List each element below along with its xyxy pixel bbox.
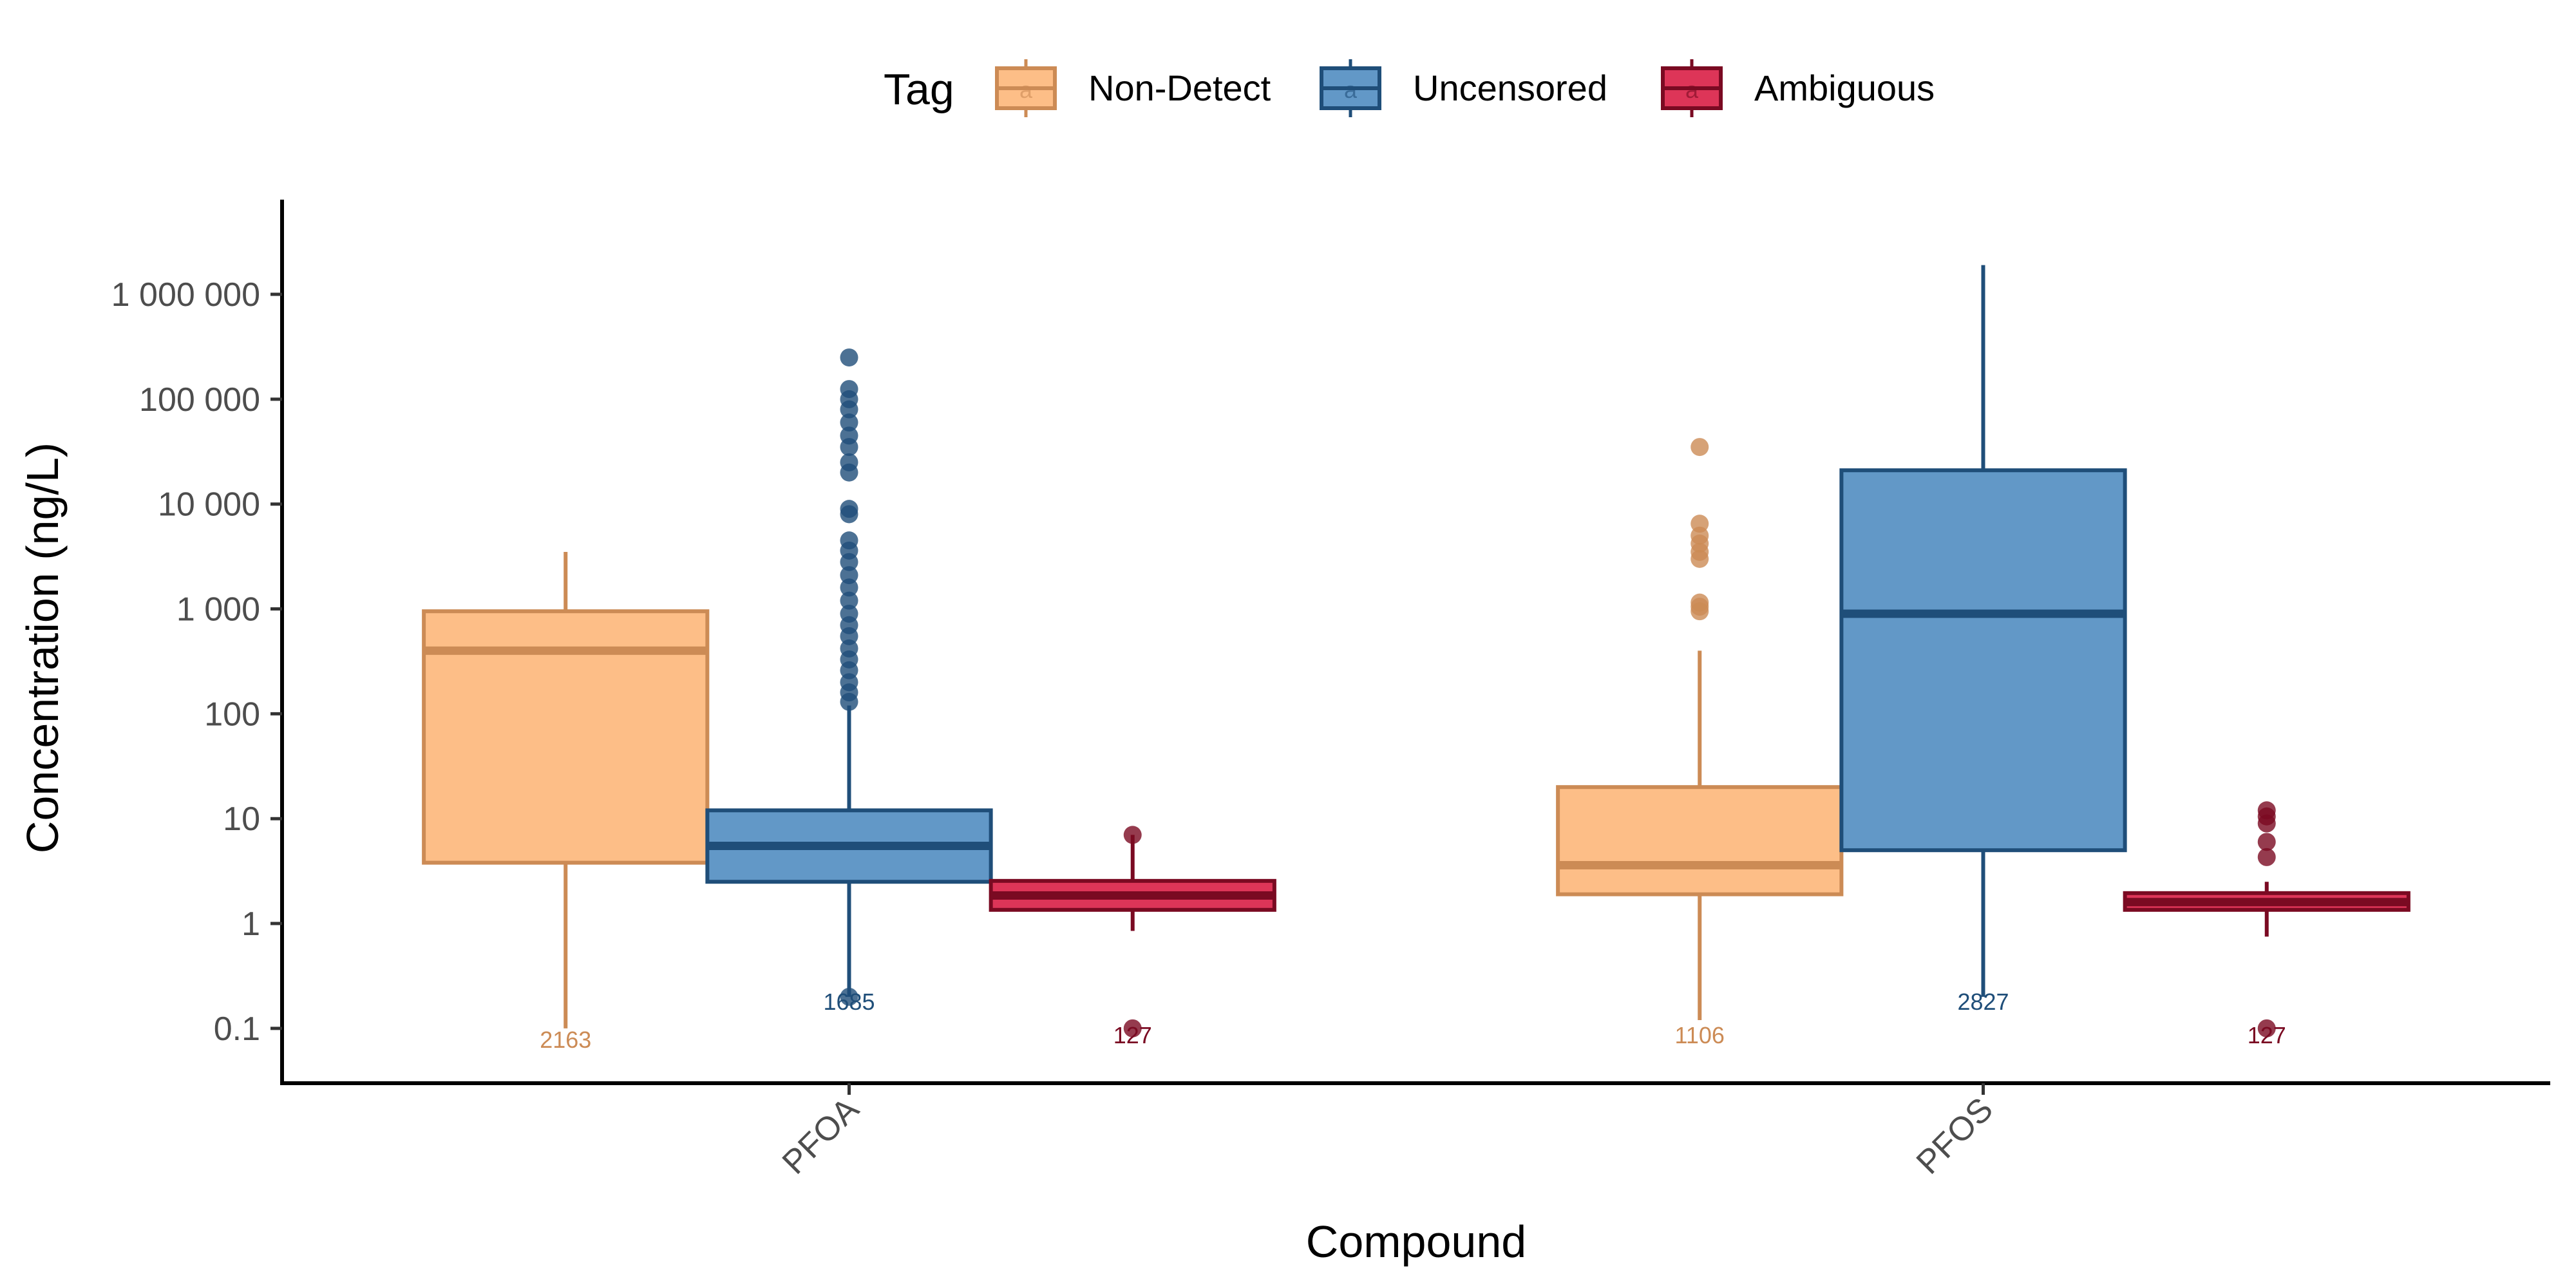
outlier-point [840, 987, 858, 1006]
outlier-point [840, 500, 858, 518]
legend-item-non-detect: a Non-Detect [995, 59, 1271, 117]
legend: Tag a Non-Detect a Uncensored a Ambiguous [884, 59, 1935, 117]
legend-label: Non-Detect [1088, 68, 1271, 108]
outlier-point [1690, 515, 1709, 533]
legend-label: Uncensored [1413, 68, 1607, 108]
outlier-point [840, 578, 858, 597]
y-tick-label: 1 000 000 [111, 276, 260, 314]
outlier-point [840, 453, 858, 471]
outlier-point [840, 426, 858, 445]
x-tick-label-pfoa: PFOA [775, 1090, 866, 1181]
box-uncensored-pfos: 2827 [1839, 265, 2127, 1015]
legend-label: Ambiguous [1754, 68, 1935, 108]
legend-key: a [1320, 59, 1381, 117]
count-label-uncensored-pfoa: 1685 [823, 989, 875, 1015]
y-axis-title: Concentration (ng/L) [17, 442, 68, 853]
outlier-point [1690, 593, 1709, 612]
y-tick-label: 10 000 [158, 486, 260, 524]
outlier-point [840, 413, 858, 432]
legend-item-uncensored: a Uncensored [1320, 59, 1607, 117]
count-label-non-detect-pfoa: 2163 [540, 1027, 591, 1053]
box-non-detect-pfos: 1106 [1556, 438, 1844, 1048]
outlier-point [1123, 826, 1142, 844]
legend-title: Tag [884, 65, 954, 114]
outlier-point [840, 591, 858, 610]
x-tick-label-pfos: PFOS [1909, 1090, 2000, 1181]
outlier-point [1123, 1019, 1142, 1037]
outlier-point [840, 380, 858, 399]
count-label-ambiguous-pfoa: 127 [1113, 1022, 1152, 1048]
box-uncensored-pfoa: 1685 [705, 348, 993, 1015]
y-tick-label: 100 000 [139, 381, 260, 419]
legend-key-glyph: a [1344, 77, 1358, 103]
plot-area: 2163 1106 1685 2827 127 127 [422, 265, 2410, 1053]
count-label-uncensored-pfos: 2827 [1957, 989, 2009, 1015]
outlier-point [840, 566, 858, 585]
y-tick-label: 1 000 [176, 591, 260, 629]
box-iqr [1839, 468, 2127, 853]
y-tick-label: 100 [204, 696, 260, 733]
legend-key: a [995, 59, 1057, 117]
box-ambiguous-pfoa: 127 [989, 826, 1276, 1048]
outlier-point [2257, 801, 2276, 820]
count-label-ambiguous-pfos: 127 [2248, 1022, 2286, 1048]
y-tick-label: 10 [223, 800, 260, 838]
outlier-point [1690, 438, 1709, 457]
outlier-point [840, 531, 858, 550]
y-tick-label: 1 [242, 905, 260, 943]
outlier-point [840, 604, 858, 623]
outlier-point [2257, 833, 2276, 851]
outlier-point [2257, 1019, 2276, 1037]
count-label-non-detect-pfos: 1106 [1675, 1022, 1725, 1048]
outlier-point [2257, 848, 2276, 866]
legend-key-glyph: a [1685, 77, 1699, 103]
y-tick-label: 0.1 [214, 1010, 260, 1048]
legend-item-ambiguous: a Ambiguous [1661, 59, 1935, 117]
legend-key-glyph: a [1019, 77, 1033, 103]
legend-key: a [1661, 59, 1723, 117]
box-non-detect-pfoa: 2163 [422, 551, 710, 1053]
box-ambiguous-pfos: 127 [2123, 801, 2410, 1048]
outlier-point [840, 348, 858, 367]
axes: 0.1 1 10 100 1 000 10 000 100 000 1 000 000 PFOA… [17, 200, 2550, 1267]
box-iqr [1556, 785, 1844, 896]
x-axis-title: Compound [1306, 1217, 1526, 1267]
